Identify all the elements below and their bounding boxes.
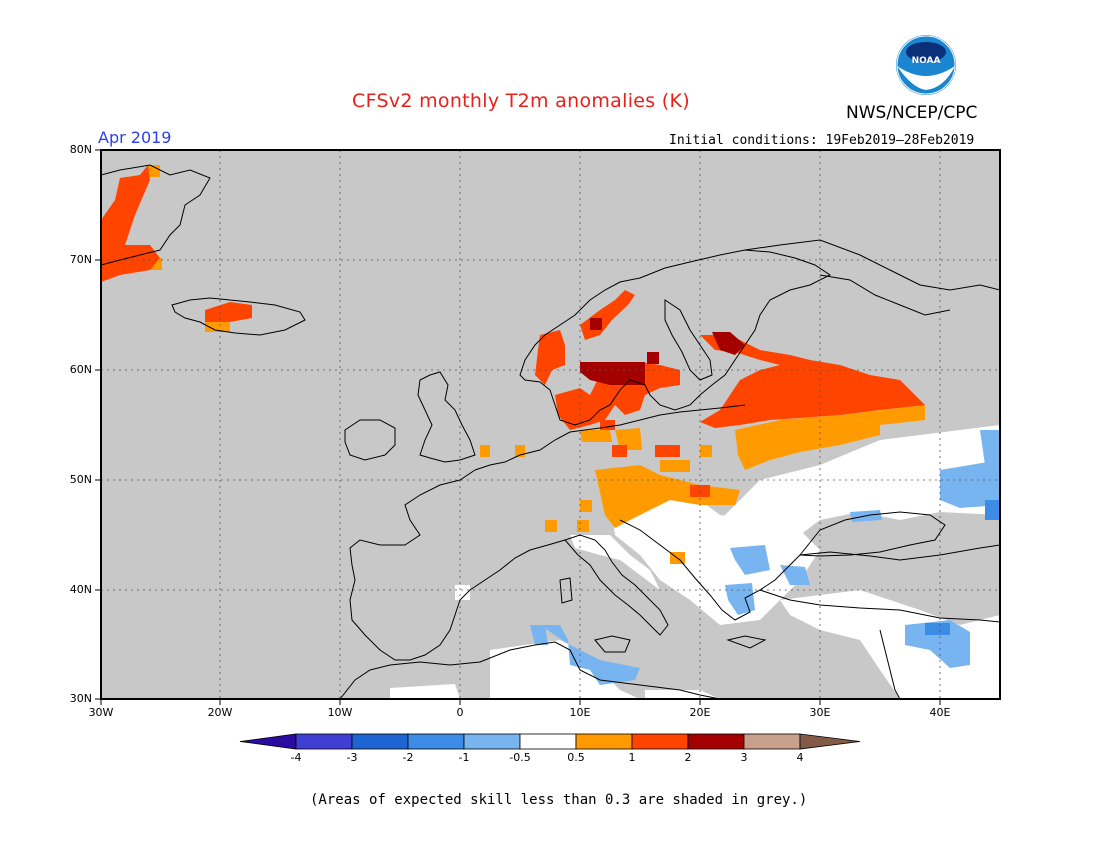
lat-label-30n: 30N [69,692,92,705]
colorbar-swatch [407,733,465,750]
colorbar-arrow-high [799,733,861,750]
warm-areas [101,165,925,497]
lon-label-30e: 30E [809,706,831,719]
lat-label-60n: 60N [69,363,92,376]
colorbar-tick-label: -3 [346,751,358,764]
lon-label-20e: 20E [689,706,711,719]
lat-label-50n: 50N [69,473,92,486]
agency-label: NWS/NCEP/CPC [846,103,978,123]
lat-label-70n: 70N [69,253,92,266]
colorbar-tick-label: 4 [796,751,804,764]
colorbar-swatch [519,733,577,750]
colorbar-swatch [687,733,745,750]
lon-label-20w: 20W [207,706,233,719]
colorbar-swatch [575,733,633,750]
lat-label-80n: 80N [69,143,92,156]
colorbar-tick-label: -2 [402,751,414,764]
lon-label-10e: 10E [569,706,591,719]
colorbar-tick-label: -0.5 [509,751,531,764]
anomaly-field [101,165,1000,699]
graticule [101,150,1000,699]
lon-label-10w: 10W [327,706,353,719]
colorbar-tick-label: -4 [290,751,302,764]
strong-warm-areas [580,318,745,385]
map-title: CFSv2 monthly T2m anomalies (K) [352,90,690,112]
colorbar-swatch [631,733,689,750]
colorbar-tick-label: 1 [628,751,636,764]
lon-label-40e: 40E [929,706,951,719]
lon-label-0: 0 [456,706,464,719]
slight-cool-areas [530,430,1000,685]
lat-label-40n: 40N [69,583,92,596]
colorbar-arrow-low [239,733,297,750]
moderate-cool-areas [925,500,1000,635]
axis-ticks [95,149,941,705]
colorbar-swatch [351,733,409,750]
forecast-month: Apr 2019 [98,128,172,147]
colorbar-tick-label: 0.5 [567,751,585,764]
footnote: (Areas of expected skill less than 0.3 a… [310,792,808,808]
map-frame [100,149,1001,700]
colorbar-swatch [295,733,353,750]
lon-label-30w: 30W [88,706,114,719]
colorbar-tick-label: -1 [458,751,470,764]
colorbar-swatch [463,733,521,750]
coastlines [101,164,1000,699]
colorbar-swatch [743,733,801,750]
colorbar-tick-label: 3 [740,751,748,764]
initial-conditions: Initial conditions: 19Feb2019–28Feb2019 [669,133,975,148]
colorbar-tick-label: 2 [684,751,692,764]
slight-warm-areas [101,165,925,564]
svg-text:NOAA: NOAA [912,56,941,66]
